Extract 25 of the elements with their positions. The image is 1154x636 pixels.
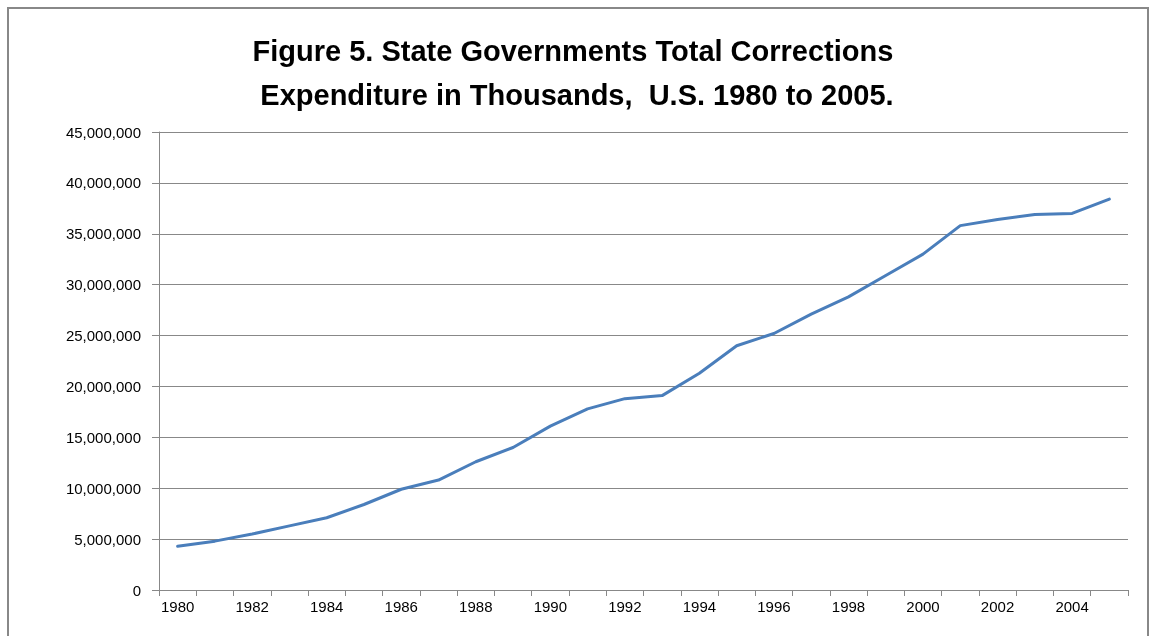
x-tick-label: 1980 bbox=[160, 598, 195, 615]
x-tick-label: 1982 bbox=[235, 598, 269, 615]
x-tick-label: 1994 bbox=[682, 598, 717, 615]
chart-title: Figure 5. State Governments Total Corrections Expenditure in Thousands, U.S. 1980 to 2005. bbox=[252, 35, 902, 111]
y-tick-label: 35,000,000 bbox=[65, 225, 141, 243]
x-tick-label: 2004 bbox=[1055, 598, 1089, 615]
y-tick-label: 30,000,000 bbox=[65, 276, 141, 294]
x-tick-label: 2002 bbox=[980, 598, 1015, 615]
y-tick-label: 5,000,000 bbox=[74, 530, 141, 548]
y-tick-label: 10,000,000 bbox=[65, 479, 141, 497]
x-tick-label: 2000 bbox=[906, 598, 940, 615]
x-tick-label: 1988 bbox=[459, 598, 493, 615]
x-tick-label: 1992 bbox=[608, 598, 642, 615]
line-series bbox=[176, 197, 1111, 548]
y-tick-label: 20,000,000 bbox=[65, 377, 141, 395]
x-tick-label: 1990 bbox=[533, 598, 568, 615]
x-tick-label: 1986 bbox=[384, 598, 418, 615]
y-tick-label: 0 bbox=[132, 581, 141, 599]
y-tick-label: 15,000,000 bbox=[65, 428, 141, 446]
y-tick-label: 25,000,000 bbox=[65, 327, 141, 345]
x-tick-label: 1998 bbox=[831, 598, 866, 615]
x-tick-label: 1996 bbox=[757, 598, 791, 615]
x-tick-label: 1984 bbox=[310, 598, 344, 615]
y-tick-label: 45,000,000 bbox=[65, 123, 141, 141]
y-tick-label: 40,000,000 bbox=[65, 174, 141, 192]
